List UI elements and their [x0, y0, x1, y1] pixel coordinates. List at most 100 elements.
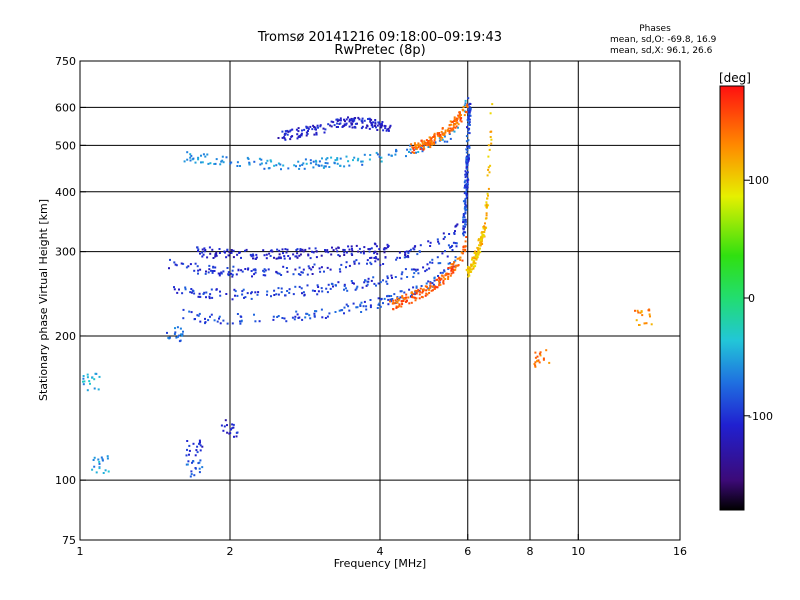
data-point [319, 125, 322, 128]
data-point [196, 314, 199, 317]
data-point [174, 331, 177, 334]
data-point [468, 268, 471, 271]
data-point [379, 264, 382, 267]
data-point [466, 105, 469, 108]
data-point [233, 435, 235, 438]
data-point [98, 375, 101, 378]
data-point [88, 380, 91, 383]
data-point [442, 281, 445, 284]
data-point [322, 127, 325, 130]
data-point [223, 250, 226, 253]
data-point [244, 268, 247, 270]
data-point [427, 143, 430, 145]
data-point [229, 428, 232, 431]
data-point [414, 293, 416, 296]
data-point [254, 291, 257, 294]
data-point [398, 251, 401, 254]
data-point [339, 270, 342, 273]
data-point [192, 460, 195, 462]
data-point [193, 269, 196, 272]
data-point [450, 272, 453, 275]
data-point [451, 249, 454, 251]
data-point [482, 233, 485, 236]
data-point [409, 248, 412, 251]
data-point [250, 270, 253, 272]
data-point [433, 141, 435, 144]
data-point [447, 244, 450, 247]
data-point [467, 123, 470, 126]
data-point [367, 280, 370, 283]
data-point [288, 291, 291, 294]
data-point [216, 320, 219, 323]
data-point [212, 257, 215, 259]
data-point [357, 157, 360, 160]
data-point [464, 170, 467, 173]
data-point [251, 275, 253, 278]
data-point [413, 142, 416, 145]
data-point [190, 473, 193, 476]
data-point [324, 128, 327, 131]
data-point [422, 289, 425, 292]
data-point [321, 290, 324, 293]
data-point [301, 318, 304, 321]
data-point [457, 126, 459, 129]
data-point [382, 302, 384, 305]
data-point [275, 257, 278, 260]
data-point [454, 230, 456, 233]
data-point [643, 322, 646, 325]
data-point [488, 171, 491, 174]
data-point [421, 141, 424, 144]
data-point [464, 184, 466, 187]
data-point [638, 324, 641, 326]
data-point [273, 164, 276, 167]
data-point [345, 251, 348, 254]
data-point [314, 310, 316, 313]
data-point [196, 246, 199, 249]
data-point [419, 290, 422, 293]
data-point [368, 158, 371, 161]
data-point [434, 141, 437, 144]
data-point [315, 131, 318, 134]
data-point [444, 129, 447, 132]
data-point [197, 272, 199, 275]
data-point [441, 136, 444, 139]
data-point [455, 121, 458, 124]
data-point [298, 316, 301, 319]
data-point [343, 118, 345, 121]
data-point [430, 141, 433, 144]
data-point [355, 306, 358, 309]
data-point [374, 256, 377, 258]
data-point [294, 255, 297, 258]
data-point [477, 239, 480, 242]
data-point [351, 282, 354, 284]
data-point [355, 287, 358, 290]
data-point [473, 252, 476, 254]
data-point [466, 181, 469, 183]
data-point [406, 148, 409, 151]
data-point [417, 151, 420, 153]
data-point [468, 270, 471, 273]
data-point [467, 103, 470, 106]
data-point [283, 317, 286, 320]
data-point [266, 159, 269, 162]
colorbar-tick-label: -100 [748, 410, 773, 423]
data-point [209, 293, 212, 296]
data-point [330, 125, 333, 128]
data-point [386, 295, 389, 298]
data-point [218, 317, 220, 320]
data-point [462, 218, 465, 221]
data-point [325, 158, 328, 161]
data-point [323, 270, 325, 273]
data-point [403, 256, 406, 259]
data-point [334, 284, 337, 287]
data-point [262, 274, 265, 277]
data-point [377, 121, 380, 124]
data-point [465, 162, 468, 165]
data-point [451, 270, 454, 273]
data-point [210, 269, 212, 272]
data-point [420, 285, 423, 287]
data-point [254, 268, 257, 271]
data-point [287, 255, 290, 257]
data-point [394, 153, 397, 156]
